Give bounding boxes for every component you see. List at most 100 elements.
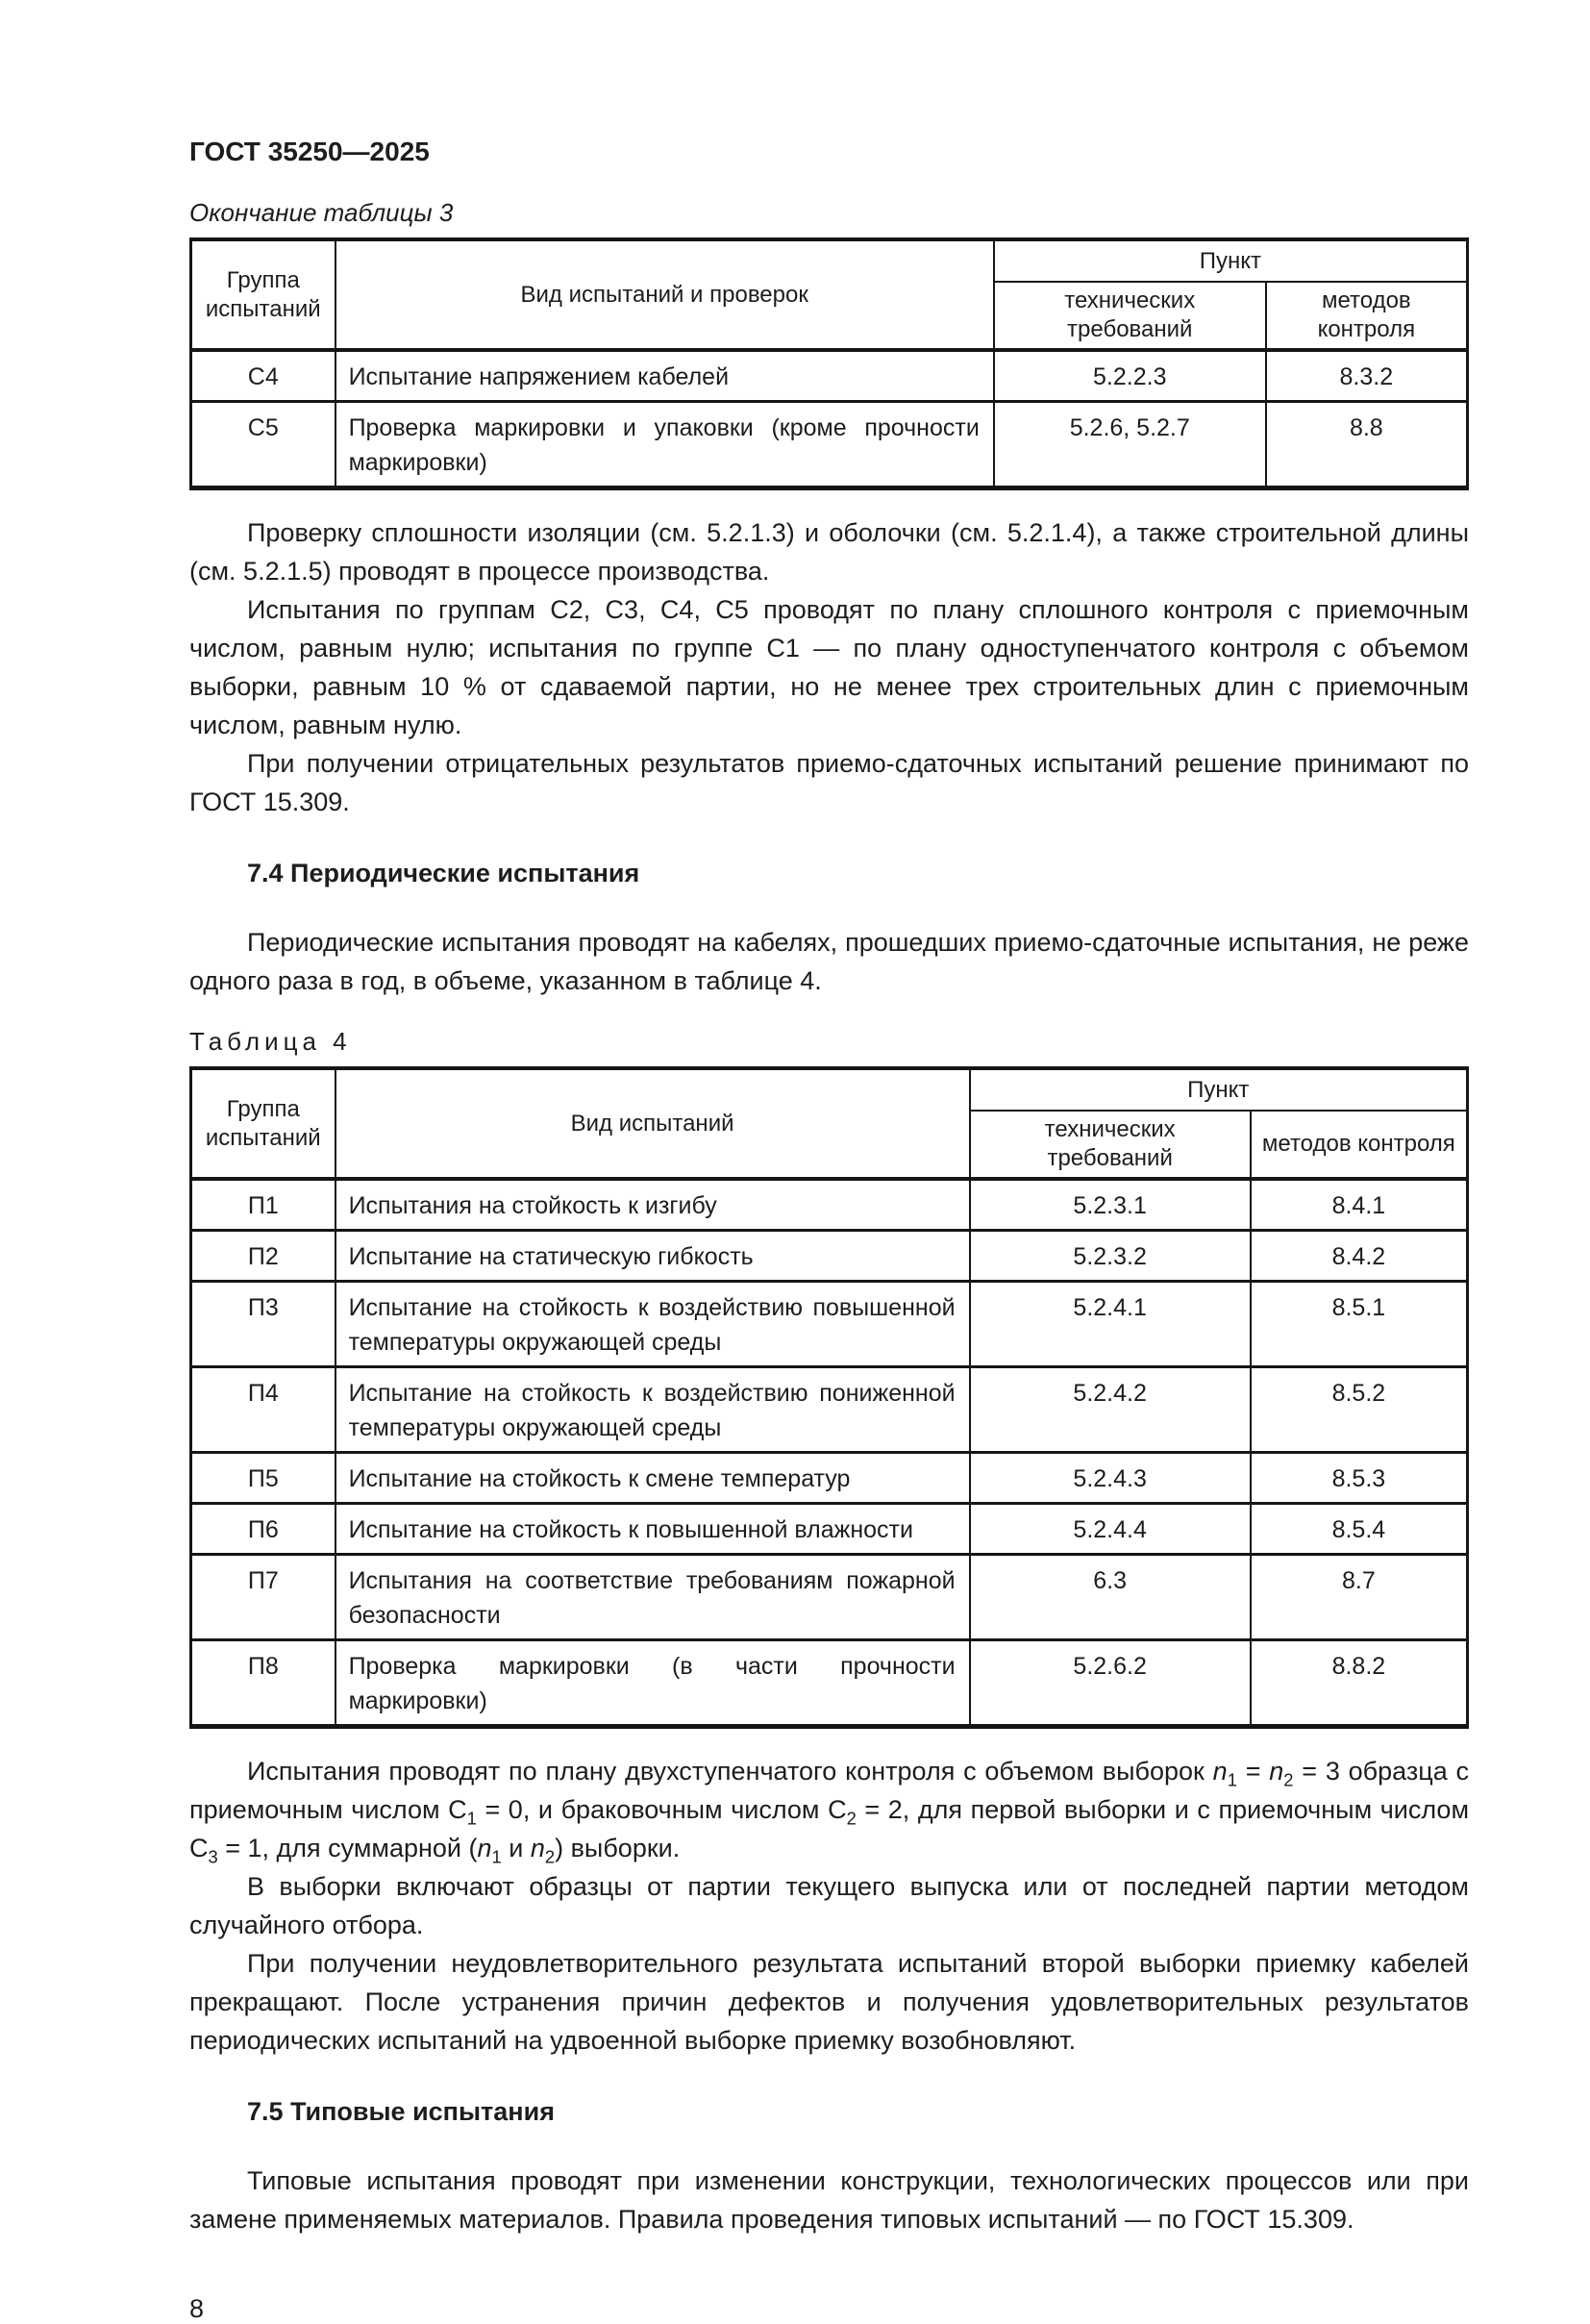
cell-tech: 5.2.4.2 <box>968 1365 1252 1454</box>
table4-header-kind: Вид испытаний <box>334 1066 971 1181</box>
paragraph: Типовые испытания проводят при изменении… <box>189 2166 1469 2234</box>
table4-header-punkt: Пункт <box>968 1066 1469 1112</box>
cell-group: П8 <box>189 1638 336 1728</box>
cell-kind: Проверка маркировки (в части прочности м… <box>334 1638 971 1728</box>
table-row: П5 Испытание на стойкость к смене темпер… <box>189 1451 1469 1505</box>
cell-methods: 8.5.1 <box>1249 1280 1469 1368</box>
text-segment: = 2, для первой выборки и с приемочным ч… <box>189 1795 1470 1862</box>
table3-caption: Окончание таблицы 3 <box>189 198 454 227</box>
cell-kind: Испытание на стойкость к воздействию пов… <box>334 1280 971 1368</box>
paragraph-with-formulas: Испытания проводят по плану двухступенча… <box>189 1752 1469 1867</box>
cell-group: П5 <box>189 1451 336 1505</box>
table-row: С5 Проверка маркировки и упаковки (кроме… <box>189 400 1469 489</box>
table4: Группа испытаний Вид испытаний Пункт тех… <box>189 1066 1469 1729</box>
cell-group: П3 <box>189 1280 336 1368</box>
table-row: П8 Проверка маркировки (в части прочност… <box>189 1638 1469 1728</box>
cell-kind: Испытание напряжением кабелей <box>334 348 995 403</box>
table3-header-punkt: Пункт <box>992 237 1469 283</box>
cell-kind: Испытания на соответствие требованиям по… <box>334 1553 971 1641</box>
cell-kind: Испытание на стойкость к смене температу… <box>334 1451 971 1505</box>
table4-header-methods: методов контроля <box>1249 1110 1469 1181</box>
paragraph: При получении неудовлетворительного резу… <box>189 1949 1469 2055</box>
cell-tech: 5.2.4.3 <box>968 1451 1252 1505</box>
text-segment: Испытания проводят по плану двухступенча… <box>247 1757 1213 1786</box>
cell-methods: 8.3.2 <box>1264 348 1469 403</box>
table4-caption: Таблица 4 <box>189 1027 352 1056</box>
section-heading-7-4: 7.4 Периодические испытания <box>247 859 640 887</box>
subscript: 2 <box>846 1808 857 1829</box>
cell-methods: 8.5.4 <box>1249 1502 1469 1556</box>
variable: n <box>477 1834 492 1862</box>
table3-header-methods: методов контроля <box>1264 281 1469 352</box>
cell-methods: 8.8 <box>1264 400 1469 489</box>
subscript: 2 <box>544 1846 556 1867</box>
subscript: 2 <box>1283 1769 1294 1790</box>
paragraph: Испытания по группам С2, С3, С4, С5 пров… <box>189 595 1469 739</box>
page-number: 8 <box>189 2294 205 2323</box>
cell-tech: 5.2.3.1 <box>968 1177 1252 1232</box>
table3-header-kind: Вид испытаний и проверок <box>334 237 995 352</box>
section-heading-7-5: 7.5 Типовые испытания <box>247 2097 555 2126</box>
table3: Группа испытаний Вид испытаний и проверо… <box>189 237 1469 490</box>
paragraph: В выборки включают образцы от партии тек… <box>189 1872 1469 1939</box>
cell-tech: 5.2.6, 5.2.7 <box>992 400 1267 489</box>
subscript: 1 <box>491 1846 502 1867</box>
cell-group: С5 <box>189 400 336 489</box>
text-segment: = <box>1236 1757 1270 1786</box>
table-row: П1 Испытания на стойкость к изгибу 5.2.3… <box>189 1177 1469 1232</box>
cell-group: П1 <box>189 1177 336 1232</box>
cell-tech: 5.2.4.1 <box>968 1280 1252 1368</box>
table3-header-group: Группа испытаний <box>189 237 336 352</box>
subscript: 1 <box>1227 1769 1237 1790</box>
text-segment: и <box>501 1834 531 1862</box>
cell-tech: 5.2.6.2 <box>968 1638 1252 1728</box>
cell-group: П2 <box>189 1229 336 1283</box>
cell-tech: 6.3 <box>968 1553 1252 1641</box>
table3-subheader-row: технических требований методов контроля <box>191 281 1469 352</box>
table-row: П6 Испытание на стойкость к повышенной в… <box>189 1502 1469 1556</box>
table4-header-group: Группа испытаний <box>189 1066 336 1181</box>
cell-methods: 8.5.2 <box>1249 1365 1469 1454</box>
cell-methods: 8.5.3 <box>1249 1451 1469 1505</box>
table-row: П3 Испытание на стойкость к воздействию … <box>189 1280 1469 1368</box>
cell-methods: 8.8.2 <box>1249 1638 1469 1728</box>
table3-header-tech: технических требований <box>992 281 1267 352</box>
table-row: С4 Испытание напряжением кабелей 5.2.2.3… <box>189 348 1469 403</box>
text-segment: = 0, и браковочным числом С <box>476 1795 847 1824</box>
cell-group: П4 <box>189 1365 336 1454</box>
paragraph: Периодические испытания проводят на кабе… <box>189 928 1469 995</box>
paragraph: При получении отрицательных результатов … <box>189 749 1469 816</box>
table-row: П2 Испытание на статическую гибкость 5.2… <box>189 1229 1469 1283</box>
doc-number: ГОСТ 35250—2025 <box>189 137 430 166</box>
subscript: 1 <box>466 1808 477 1829</box>
cell-group: П6 <box>189 1502 336 1556</box>
text-segment: = 3 образца с приемочным числом С <box>189 1757 1470 1824</box>
cell-kind: Испытание на стойкость к повышенной влаж… <box>334 1502 971 1556</box>
cell-kind: Испытания на стойкость к изгибу <box>334 1177 971 1232</box>
table4-subheader-row: технических требований методов контроля <box>191 1110 1469 1181</box>
cell-tech: 5.2.4.4 <box>968 1502 1252 1556</box>
cell-kind: Испытание на статическую гибкость <box>334 1229 971 1283</box>
table-row: П4 Испытание на стойкость к воздействию … <box>189 1365 1469 1454</box>
subscript: 3 <box>208 1846 218 1867</box>
text-segment: = 1, для суммарной ( <box>217 1834 478 1862</box>
variable: n <box>530 1834 545 1862</box>
table4-header-tech: технических требований <box>968 1110 1252 1181</box>
cell-kind: Проверка маркировки и упаковки (кроме пр… <box>334 400 995 489</box>
cell-tech: 5.2.3.2 <box>968 1229 1252 1283</box>
text-segment: ) выборки. <box>555 1834 681 1862</box>
paragraph: Проверку сплошности изоляции (см. 5.2.1.… <box>189 518 1469 586</box>
variable: n <box>1212 1757 1228 1786</box>
cell-kind: Испытание на стойкость к воздействию пон… <box>334 1365 971 1454</box>
variable: n <box>1269 1757 1284 1786</box>
table3-header-row: Группа испытаний Вид испытаний и проверо… <box>189 237 1469 352</box>
cell-methods: 8.4.1 <box>1249 1177 1469 1232</box>
cell-tech: 5.2.2.3 <box>992 348 1267 403</box>
table4-header-row: Группа испытаний Вид испытаний Пункт <box>189 1066 1469 1181</box>
cell-group: П7 <box>189 1553 336 1641</box>
cell-methods: 8.4.2 <box>1249 1229 1469 1283</box>
cell-group: С4 <box>189 348 336 403</box>
table-row: П7 Испытания на соответствие требованиям… <box>189 1553 1469 1641</box>
cell-methods: 8.7 <box>1249 1553 1469 1641</box>
